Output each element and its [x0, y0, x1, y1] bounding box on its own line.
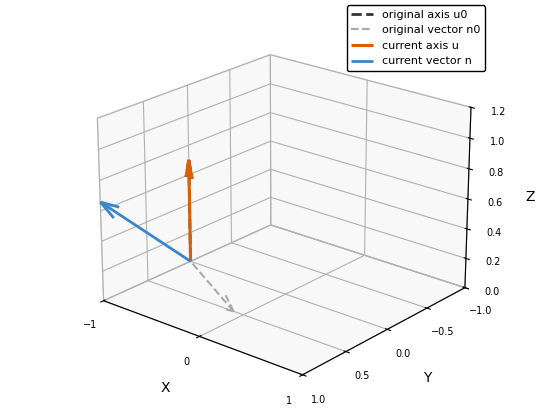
Legend: original axis u0, original vector n0, current axis u, current vector n: original axis u0, original vector n0, cu… [347, 5, 485, 71]
Y-axis label: Y: Y [423, 371, 431, 385]
X-axis label: X: X [161, 381, 170, 395]
